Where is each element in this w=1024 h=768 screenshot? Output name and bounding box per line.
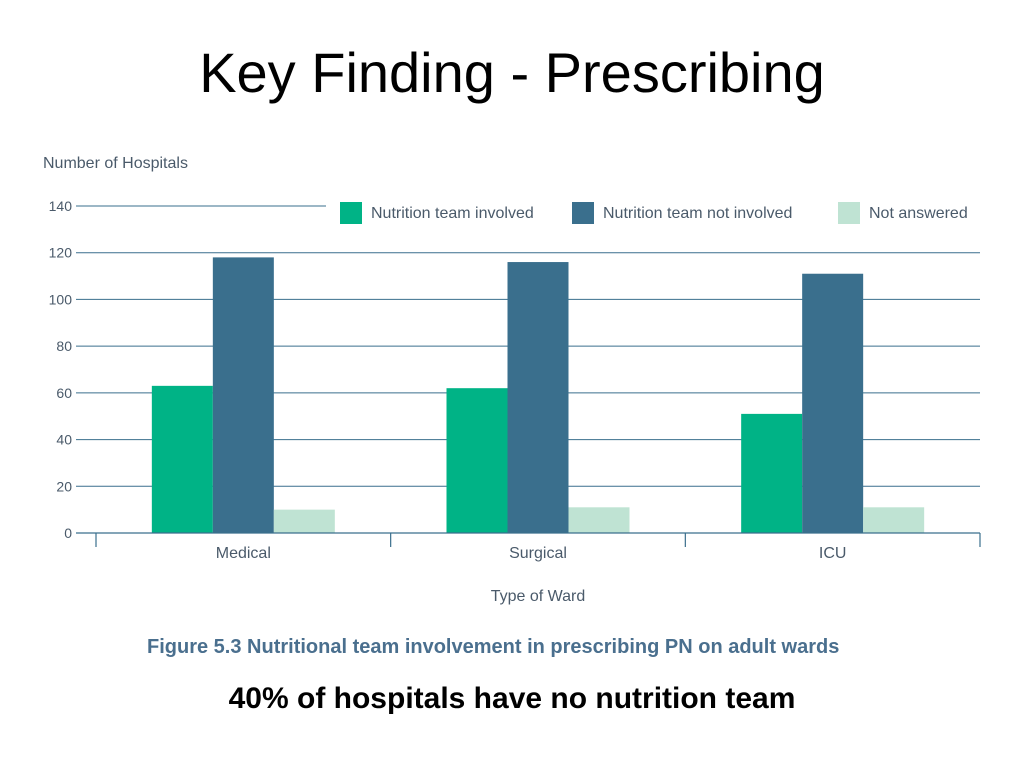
bar: [446, 388, 508, 533]
legend: Nutrition team involved Nutrition team no…: [340, 202, 968, 224]
bar: [741, 413, 803, 533]
bar: [863, 507, 925, 533]
axes: 0 20 40 60 80 100 120 140 Medical Surgical ICU: [49, 198, 981, 562]
bar: [151, 385, 213, 533]
y-tick-label: 80: [56, 338, 72, 354]
x-tick-label: Medical: [216, 545, 271, 562]
y-tick-label: 120: [49, 245, 73, 261]
y-tick-label: 100: [49, 291, 73, 307]
x-tick-label: Surgical: [509, 545, 567, 562]
legend-label: Nutrition team involved: [371, 205, 534, 222]
x-tick-label: ICU: [819, 545, 847, 562]
legend-swatch: [572, 202, 594, 224]
y-tick-label: 0: [64, 525, 72, 541]
figure-caption: Figure 5.3 Nutritional team involvement …: [147, 636, 840, 658]
legend-label: Nutrition team not involved: [603, 205, 792, 222]
key-finding-text: 40% of hospitals have no nutrition team: [228, 682, 796, 715]
y-axis-label: Number of Hospitals: [43, 155, 188, 172]
bar: [212, 257, 274, 533]
bar: [568, 507, 630, 533]
y-tick-label: 60: [56, 385, 72, 401]
x-axis-label: Type of Ward: [491, 588, 586, 605]
slide-title: Key Finding - Prescribing: [199, 41, 825, 104]
bar: [802, 273, 864, 533]
bars: [151, 257, 925, 533]
bar-chart: 0 20 40 60 80 100 120 140 Medical Surgical ICU Nut…: [43, 155, 981, 605]
bar: [507, 262, 569, 533]
y-tick-label: 40: [56, 432, 72, 448]
bar: [273, 509, 335, 533]
legend-swatch: [340, 202, 362, 224]
y-tick-label: 140: [49, 198, 73, 214]
y-tick-label: 20: [56, 478, 72, 494]
legend-label: Not answered: [869, 205, 968, 222]
legend-swatch: [838, 202, 860, 224]
